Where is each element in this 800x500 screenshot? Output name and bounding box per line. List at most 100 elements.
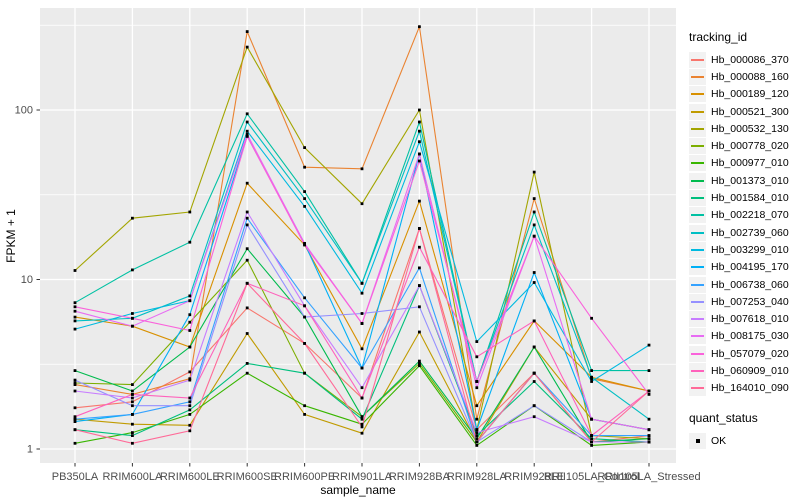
legend-item-label: Hb_000521_300 <box>711 105 789 118</box>
data-point <box>245 181 249 185</box>
series-color-swatch <box>689 172 706 189</box>
data-point <box>245 247 249 251</box>
data-point <box>73 309 77 313</box>
series-line-icon <box>691 318 704 321</box>
data-point <box>532 380 536 383</box>
data-point <box>418 359 421 363</box>
data-point <box>131 268 134 272</box>
data-point <box>418 108 421 112</box>
data-point <box>73 428 77 432</box>
data-point <box>131 431 134 434</box>
legend-item-label: Hb_007618_010 <box>711 313 789 326</box>
data-point <box>131 413 134 416</box>
series-line-icon <box>691 127 704 130</box>
series-line-icon <box>691 93 704 96</box>
data-point <box>475 386 479 390</box>
data-point <box>303 413 306 416</box>
legend-item-label: Hb_164010_090 <box>711 382 789 395</box>
legend-items: Hb_000086_370 Hb_000088_160 Hb_000189_120 H… <box>689 51 799 397</box>
x-tick-label: RRIM928BA <box>389 471 451 483</box>
data-point <box>245 132 249 136</box>
series-color-swatch <box>689 68 706 85</box>
data-point <box>418 159 421 163</box>
data-point <box>131 316 134 320</box>
data-point <box>418 152 421 156</box>
data-point <box>418 140 421 144</box>
data-point <box>73 383 77 386</box>
data-point <box>360 347 364 351</box>
data-point <box>360 386 364 390</box>
series-line-icon <box>691 335 704 338</box>
data-point <box>245 216 249 220</box>
data-point <box>532 345 536 349</box>
data-point <box>360 202 364 206</box>
data-point <box>73 319 77 323</box>
y-tick-label: 10 <box>21 274 33 286</box>
data-point <box>131 383 134 386</box>
legend-item: Hb_057079_020 <box>689 345 799 362</box>
legend-item-label: Hb_006738_060 <box>711 278 789 291</box>
legend-item: Hb_000521_300 <box>689 103 799 120</box>
series-color-swatch <box>689 380 706 397</box>
data-point <box>73 389 77 393</box>
data-point <box>418 266 421 270</box>
series-line-icon <box>691 266 704 269</box>
data-point <box>188 299 192 303</box>
data-point <box>303 205 306 208</box>
legend-title-tracking-id: tracking_id <box>689 30 748 44</box>
data-point <box>188 423 192 427</box>
series-color-swatch <box>689 241 706 258</box>
data-point <box>532 271 536 274</box>
data-point <box>303 243 306 247</box>
data-point <box>532 415 536 419</box>
x-axis-title: sample_name <box>320 483 396 497</box>
data-point <box>131 434 134 437</box>
data-point <box>418 364 421 368</box>
data-point <box>188 345 192 349</box>
legend-item-label: Hb_000086_370 <box>711 53 789 66</box>
legend-item-label: Hb_008175_030 <box>711 330 789 343</box>
data-point <box>131 404 134 408</box>
data-point <box>360 281 364 285</box>
legend-item: Hb_000532_130 <box>689 120 799 137</box>
data-point <box>188 400 192 404</box>
plot-panel <box>40 8 676 463</box>
data-point <box>475 428 479 432</box>
legend-item: Hb_001373_010 <box>689 172 799 189</box>
series-color-swatch <box>689 328 706 345</box>
series-line-icon <box>691 352 704 355</box>
data-point <box>245 120 249 124</box>
legend-item-label: OK <box>711 434 727 447</box>
data-point <box>131 324 134 328</box>
data-point <box>532 210 536 214</box>
legend-item: Hb_000189_120 <box>689 86 799 103</box>
data-point <box>647 417 651 421</box>
series-color-swatch <box>689 259 706 276</box>
data-point <box>590 417 593 421</box>
y-tick-label: 100 <box>15 105 33 117</box>
data-point <box>73 406 77 410</box>
x-tick-label: PB350LA <box>52 471 99 483</box>
data-point <box>532 197 536 200</box>
x-tick-label: RRIM600PE <box>274 471 335 483</box>
data-point <box>475 355 479 359</box>
legend: tracking_id Hb_000086_370 Hb_000088_160 Hb… <box>689 30 799 449</box>
data-point <box>73 378 77 382</box>
data-point <box>73 301 77 305</box>
data-point <box>303 296 306 300</box>
legend-title-quant-status: quant_status <box>689 410 758 425</box>
data-point <box>360 417 364 421</box>
data-point <box>188 429 192 433</box>
data-point <box>418 120 421 124</box>
data-point <box>303 197 306 200</box>
data-point <box>245 223 249 227</box>
data-point <box>245 371 249 375</box>
y-axis-title: FPKM + 1 <box>4 209 18 263</box>
data-point <box>360 322 364 325</box>
data-point <box>590 434 593 437</box>
data-point <box>188 294 192 298</box>
data-point <box>647 389 651 393</box>
data-point <box>188 313 192 317</box>
data-point <box>418 245 421 249</box>
